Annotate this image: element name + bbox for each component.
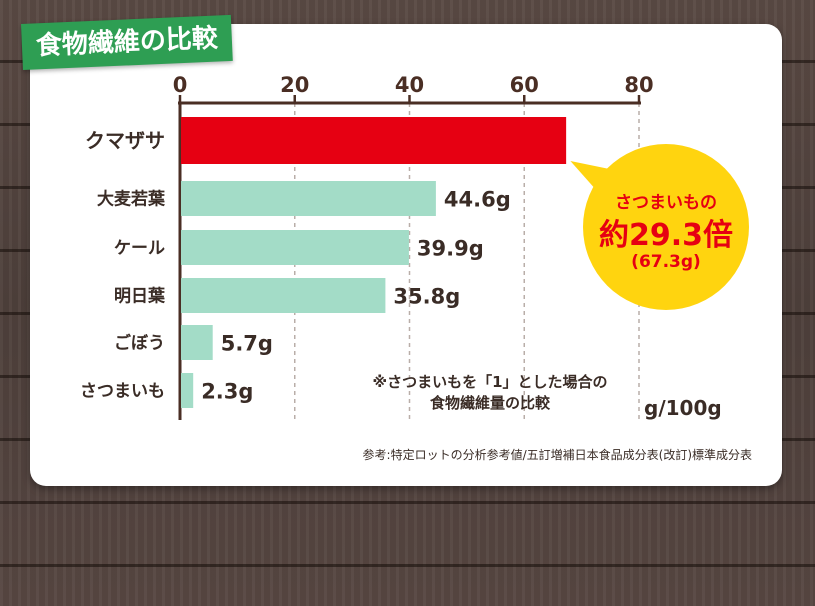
x-tick-label: 40 (395, 73, 424, 97)
note-line-2: 食物繊維量の比較 (429, 394, 550, 412)
category-label: ケール (114, 239, 165, 259)
value-label: 2.3g (201, 380, 253, 404)
category-label: さつまいも (80, 382, 165, 402)
bar-3 (181, 278, 386, 313)
bar-5 (181, 373, 194, 408)
value-label: 44.6g (444, 188, 511, 212)
grid-lines (294, 103, 640, 420)
x-tick-label: 60 (510, 73, 539, 97)
unit-label: g/100g (644, 396, 722, 420)
callout-bubble: さつまいもの 約29.3倍 (67.3g) (583, 144, 749, 310)
callout-line2: 約29.3倍 (598, 218, 734, 253)
x-axis: 0 20 40 60 80 (173, 73, 654, 420)
bar-4 (181, 325, 213, 360)
value-label: 35.8g (393, 285, 460, 309)
value-label: 39.9g (417, 237, 484, 261)
callout-line1: さつまいもの (615, 193, 717, 213)
value-label: 5.7g (221, 332, 273, 356)
category-label: 明日葉 (114, 286, 166, 307)
category-label: ごぼう (114, 333, 165, 354)
category-label: クマザサ (85, 129, 165, 153)
value-labels: 44.6g 39.9g 35.8g 5.7g 2.3g (201, 188, 511, 404)
note-line-1: ※さつまいもを「1」とした場合の (372, 373, 608, 391)
x-tick-label: 20 (280, 73, 309, 97)
source-note: 参考:特定ロットの分析参考値/五訂増補日本食品成分表(改訂)標準成分表 (362, 448, 752, 462)
x-tick-label: 80 (624, 73, 653, 97)
callout-line3: (67.3g) (631, 252, 701, 272)
category-label: 大麦若葉 (97, 189, 166, 210)
bars (181, 117, 567, 408)
bar-0 (181, 117, 567, 164)
chart-note: ※さつまいもを「1」とした場合の 食物繊維量の比較 (340, 372, 640, 414)
chart-title: 食物繊維の比較 (20, 14, 233, 70)
bar-1 (181, 181, 436, 216)
bar-2 (181, 230, 409, 265)
x-tick-label: 0 (173, 73, 188, 97)
